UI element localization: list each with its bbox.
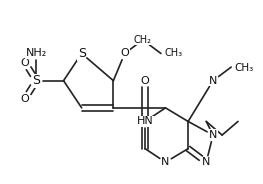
Text: N: N (161, 157, 170, 167)
Text: S: S (32, 74, 40, 87)
Text: S: S (78, 47, 86, 60)
Text: N: N (209, 130, 217, 140)
Text: O: O (141, 76, 149, 86)
Text: N: N (209, 76, 217, 86)
Text: CH₃: CH₃ (235, 63, 254, 73)
Text: CH₂: CH₂ (134, 35, 152, 45)
Text: O: O (21, 94, 29, 104)
Text: CH₃: CH₃ (164, 49, 183, 59)
Text: N: N (202, 157, 210, 167)
Text: O: O (21, 58, 29, 68)
Text: HN: HN (137, 116, 154, 126)
Text: NH₂: NH₂ (26, 49, 47, 59)
Text: O: O (120, 49, 129, 59)
